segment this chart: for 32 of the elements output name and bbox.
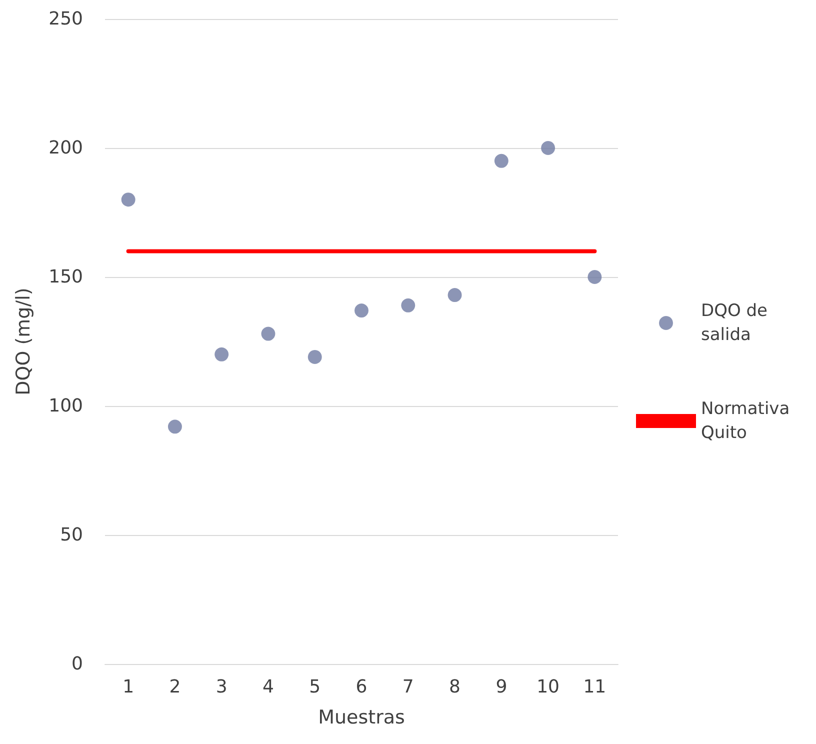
point xyxy=(214,347,229,362)
y-tick-label: 0 xyxy=(72,654,83,674)
x-tick-label: 7 xyxy=(402,676,414,698)
point xyxy=(308,350,322,364)
x-tick-label: 3 xyxy=(216,676,228,698)
x-tick-label: 10 xyxy=(536,676,560,698)
x-tick-label: 11 xyxy=(583,676,606,698)
x-tick-label: 9 xyxy=(496,676,508,698)
point xyxy=(588,270,602,284)
legend-label: Normativa Quito xyxy=(701,399,796,443)
y-tick-label: 50 xyxy=(60,524,83,546)
x-tick-label: 8 xyxy=(449,676,460,698)
point xyxy=(261,326,276,341)
point xyxy=(401,298,416,312)
point xyxy=(448,288,462,302)
x-tick-label: 6 xyxy=(356,676,368,698)
y-tick-label: 250 xyxy=(48,8,83,30)
x-axis-title: Muestras xyxy=(318,706,405,728)
y-tick-label: 150 xyxy=(48,266,83,288)
x-tick-label: 4 xyxy=(262,676,274,698)
point xyxy=(121,192,136,207)
y-tick-label: 100 xyxy=(48,396,83,416)
y-tick-label: 200 xyxy=(48,138,83,158)
point xyxy=(354,304,368,318)
legend-label: DQO de salida xyxy=(701,301,773,345)
x-tick-label: 2 xyxy=(169,676,181,698)
x-tick-label: 1 xyxy=(122,676,134,698)
x-tick-label: 5 xyxy=(309,676,321,698)
point xyxy=(168,420,182,434)
y-axis-title: DQO (mg/l) xyxy=(12,288,34,396)
point xyxy=(541,141,556,155)
point xyxy=(494,154,508,168)
